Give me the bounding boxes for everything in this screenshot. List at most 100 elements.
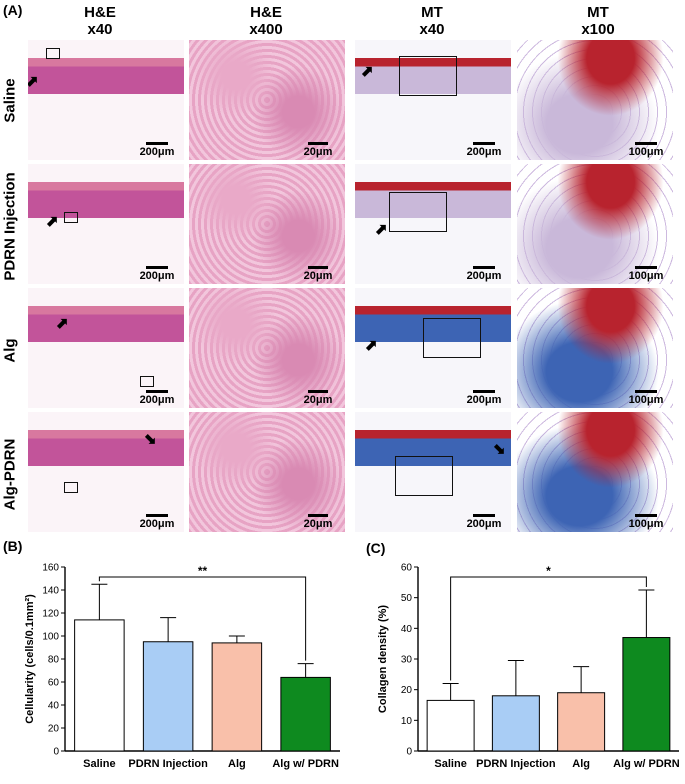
scale-bar: 20μm — [295, 390, 341, 406]
significance-bracket — [450, 576, 647, 681]
bar-alg — [557, 692, 606, 752]
scale-bar: 100μm — [623, 266, 669, 282]
scale-bar: 200μm — [461, 266, 507, 282]
column-mag: x400 — [249, 21, 283, 38]
column-stain: MT — [587, 4, 609, 21]
histology-image-saline-he-x400: 20μm — [189, 40, 345, 160]
y-tick-label: 30 — [401, 655, 413, 666]
scale-bar-label: 100μm — [628, 394, 664, 406]
histology-image-saline-mt-x100: 100μm — [517, 40, 673, 160]
histology-image-alg-mt-x100: 100μm — [517, 288, 673, 408]
bar-saline — [426, 699, 475, 752]
region-box — [399, 56, 457, 96]
bar-saline — [74, 619, 125, 752]
y-tick-label: 0 — [53, 747, 59, 758]
significance-bracket — [98, 576, 307, 661]
row-label-saline: Saline — [1, 78, 19, 123]
category-label: Saline — [434, 758, 466, 770]
row-label-pdrn-injection: PDRN Injection — [1, 172, 19, 281]
significance-label: * — [546, 564, 551, 578]
histology-image-saline-mt-x40: ⬈ 200μm — [355, 40, 511, 160]
column-mag: x40 — [87, 21, 113, 38]
scale-bar-label: 100μm — [628, 518, 664, 530]
y-tick-label: 40 — [401, 624, 413, 635]
column-stain: H&E — [250, 4, 282, 21]
panel-label-c: (C) — [366, 540, 386, 556]
scale-bar: 200μm — [134, 514, 180, 530]
column-mag: x40 — [419, 21, 445, 38]
category-label: Alg — [572, 758, 590, 770]
scale-bar-label: 200μm — [466, 270, 502, 282]
panel-label-a: (A) — [3, 2, 23, 18]
scale-bar: 200μm — [461, 390, 507, 406]
region-box — [423, 318, 481, 358]
region-box — [46, 48, 60, 59]
scale-bar: 20μm — [295, 142, 341, 158]
column-stain: MT — [421, 4, 443, 21]
scale-bar: 200μm — [134, 142, 180, 158]
y-tick-label: 120 — [42, 609, 59, 620]
y-tick-label: 40 — [48, 701, 60, 712]
scale-bar: 200μm — [134, 266, 180, 282]
histology-image-pdrn-injection-mt-x100: 100μm — [517, 164, 673, 284]
scale-bar: 200μm — [461, 142, 507, 158]
y-tick-label: 80 — [48, 655, 60, 666]
panel-label-b: (B) — [3, 538, 23, 554]
category-label: PDRN Injection — [476, 758, 556, 770]
y-tick-label: 140 — [42, 586, 59, 597]
scale-bar: 20μm — [295, 266, 341, 282]
scale-bar-label: 200μm — [466, 394, 502, 406]
collagen-density-chart: 0 10 20 30 40 50 60 Collagen density (%) Saline P… — [377, 563, 680, 771]
scale-bar-label: 200μm — [139, 270, 175, 282]
scale-bar: 100μm — [623, 390, 669, 406]
scale-bar-label: 200μm — [466, 146, 502, 158]
arrow-icon: ⬈ — [375, 221, 388, 238]
region-box — [395, 456, 453, 496]
column-header-mt-x100: MT x100 — [538, 4, 658, 38]
column-header-mt-x40: MT x40 — [372, 4, 492, 38]
row-label-alg: Alg — [1, 338, 19, 363]
cellularity-chart: 0 20 40 60 80 100 120 140 160 Cellularity (cells/… — [24, 563, 340, 770]
significance-label: ** — [198, 564, 208, 578]
histology-image-alg-pdrn-he-x400: 20μm — [189, 412, 345, 532]
bar-alg-w-pdrn — [280, 676, 331, 752]
y-tick-label: 100 — [42, 632, 59, 643]
column-stain: H&E — [84, 4, 116, 21]
region-box — [389, 192, 447, 232]
scale-bar-label: 20μm — [303, 518, 333, 530]
histology-image-alg-pdrn-mt-x40: ⬊ 200μm — [355, 412, 511, 532]
scale-bar-label: 200μm — [139, 146, 175, 158]
category-label: Alg w/ PDRN — [613, 758, 680, 770]
y-axis-title: Cellularity (cells/0.1mm²) — [24, 594, 36, 724]
arrow-icon: ⬈ — [46, 213, 59, 230]
histology-image-alg-pdrn-he-x40: ⬊ 200μm — [28, 412, 184, 532]
y-tick-label: 20 — [48, 724, 60, 735]
y-tick-label: 0 — [406, 747, 412, 758]
category-label: Alg w/ PDRN — [272, 758, 339, 770]
category-label: Saline — [83, 758, 115, 770]
category-label: Alg — [228, 758, 246, 770]
scale-bar-label: 100μm — [628, 146, 664, 158]
category-label: PDRN Injection — [128, 758, 208, 770]
scale-bar: 200μm — [134, 390, 180, 406]
histology-image-pdrn-injection-he-x40: ⬈ 200μm — [28, 164, 184, 284]
scale-bar: 100μm — [623, 142, 669, 158]
region-box — [64, 482, 78, 493]
histology-image-alg-mt-x40: ⬈ 200μm — [355, 288, 511, 408]
y-tick-label: 60 — [401, 563, 413, 574]
column-header-he-x40: H&E x40 — [40, 4, 160, 38]
scale-bar: 200μm — [461, 514, 507, 530]
bar-pdrn-injection — [142, 641, 194, 752]
scale-bar-label: 200μm — [466, 518, 502, 530]
arrow-icon: ⬈ — [28, 73, 39, 90]
bar-alg — [211, 642, 263, 752]
scale-bar: 20μm — [295, 514, 341, 530]
row-label-alg-pdrn: Alg-PDRN — [1, 438, 19, 511]
histology-image-pdrn-injection-he-x400: 20μm — [189, 164, 345, 284]
arrow-icon: ⬈ — [365, 337, 378, 354]
histology-image-alg-he-x40: ⬈ 200μm — [28, 288, 184, 408]
histology-image-alg-he-x400: 20μm — [189, 288, 345, 408]
y-tick-label: 60 — [48, 678, 60, 689]
y-axis-title: Collagen density (%) — [377, 605, 389, 714]
y-tick-label: 20 — [401, 685, 413, 696]
